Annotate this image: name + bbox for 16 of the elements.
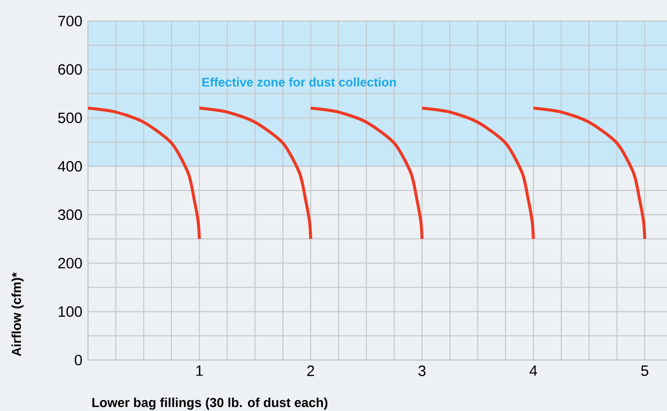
y-tick-label: 0 xyxy=(74,354,82,366)
band-label: Effective zone for dust collection xyxy=(202,77,396,87)
x-axis-title: Lower bag fillings (30 lb. of dust each) xyxy=(92,398,328,410)
x-tick-label: 1 xyxy=(196,366,203,376)
y-tick-label: 400 xyxy=(58,160,82,172)
y-tick-label: 200 xyxy=(58,258,82,268)
y-axis-title: Airflow (cfm)* xyxy=(12,272,24,356)
y-tick-label: 500 xyxy=(58,112,82,124)
x-tick-label: 3 xyxy=(418,366,426,376)
y-tick-label: 700 xyxy=(58,16,82,26)
x-tick-label: 5 xyxy=(641,366,648,376)
y-tick-label: 600 xyxy=(58,64,82,75)
x-tick-label: 4 xyxy=(530,366,538,376)
x-tick-label: 2 xyxy=(307,366,314,376)
y-tick-label: 300 xyxy=(58,209,82,220)
y-tick-label: 100 xyxy=(58,306,82,317)
